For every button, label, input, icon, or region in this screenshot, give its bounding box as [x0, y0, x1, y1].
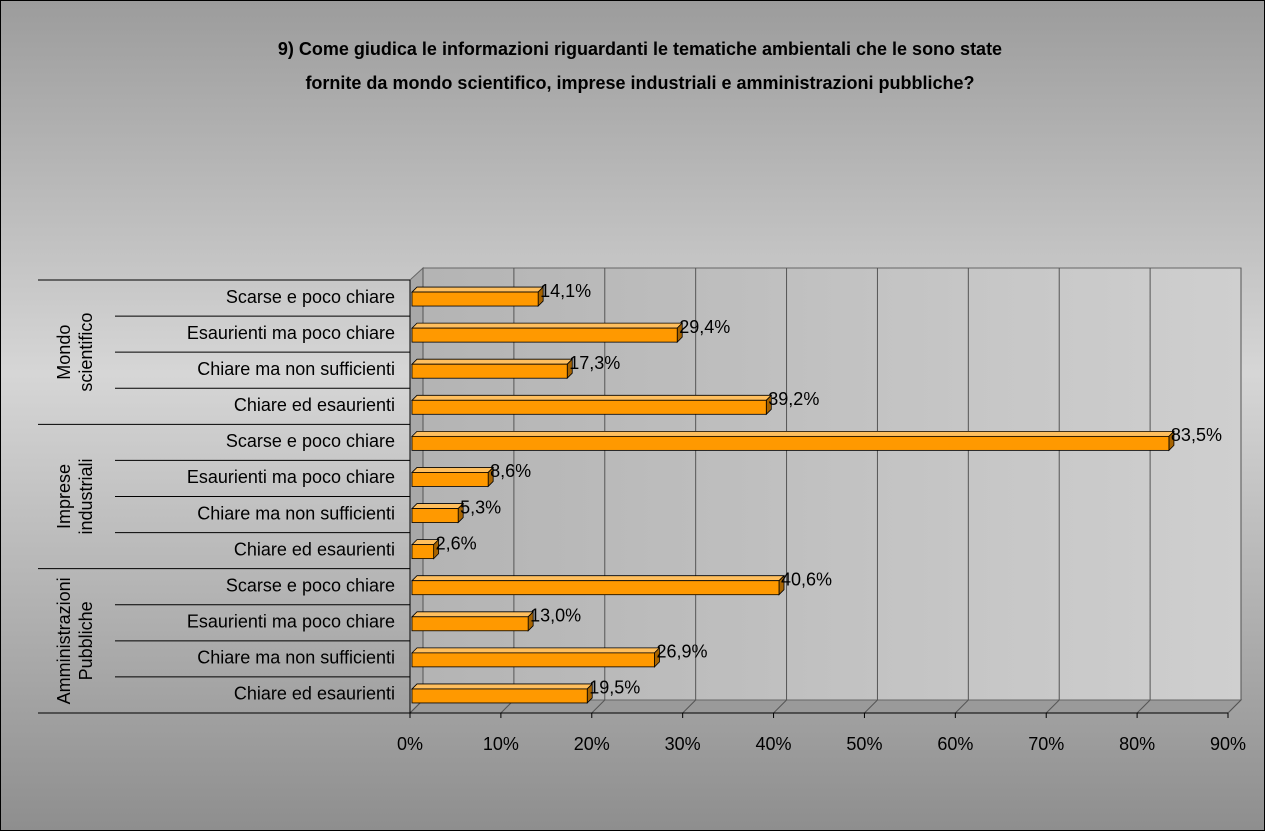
bar — [411, 616, 529, 632]
group-label: Mondo scientifico — [54, 313, 96, 392]
chart-title: fornite da mondo scientifico, imprese in… — [305, 73, 974, 93]
bar — [411, 652, 655, 668]
bar — [411, 399, 767, 415]
y-tick-label: Scarse e poco chiare — [226, 287, 395, 307]
bar — [411, 580, 780, 596]
grid-line — [1045, 699, 1060, 714]
x-tick-label: 0% — [397, 734, 423, 754]
value-label: 8,6% — [490, 461, 531, 481]
y-tick-label: Chiare ma non sufficienti — [197, 359, 395, 379]
group-label: Amministrazioni Pubbliche — [54, 577, 96, 704]
y-tick-label: Scarse e poco chiare — [226, 575, 395, 595]
y-tick-label: Esaurienti ma poco chiare — [187, 612, 395, 632]
bar — [411, 327, 678, 343]
group-label-line: Amministrazioni — [54, 577, 74, 704]
bar-top — [411, 322, 684, 329]
bar — [411, 435, 1170, 451]
bar — [411, 508, 459, 523]
grid-line — [864, 699, 878, 714]
chart-title: 9) Come giudica le informazioni riguarda… — [278, 39, 1002, 59]
bar — [411, 688, 588, 704]
value-label: 29,4% — [679, 317, 730, 337]
bar-top — [411, 394, 773, 401]
bar-top — [411, 358, 574, 365]
value-label: 83,5% — [1171, 425, 1222, 445]
grid-line — [1136, 699, 1151, 714]
grid-line — [591, 699, 606, 714]
bar-top — [411, 575, 785, 582]
group-label-line: Imprese — [54, 464, 74, 529]
bar-top — [411, 611, 535, 618]
value-label: 13,0% — [530, 606, 581, 626]
value-label: 19,5% — [589, 678, 640, 698]
bar-top — [411, 683, 594, 690]
y-tick-label: Chiare ed esaurienti — [234, 539, 395, 559]
x-tick-label: 60% — [937, 734, 973, 754]
y-tick-label: Scarse e poco chiare — [226, 431, 395, 451]
y-tick-label: Chiare ed esaurienti — [234, 395, 395, 415]
x-tick-label: 20% — [574, 734, 610, 754]
group-label-line: Pubbliche — [76, 601, 96, 680]
value-label: 39,2% — [768, 389, 819, 409]
value-label: 5,3% — [460, 497, 501, 517]
bar — [411, 363, 568, 379]
group-label: Imprese industriali — [54, 458, 96, 534]
x-tick-label: 50% — [846, 734, 882, 754]
bar-top — [411, 503, 465, 509]
value-label: 14,1% — [540, 281, 591, 301]
value-label: 2,6% — [436, 533, 477, 553]
grid-line — [954, 699, 969, 714]
bar-top — [411, 430, 1175, 437]
value-label: 17,3% — [569, 353, 620, 373]
grid-line — [1227, 699, 1242, 714]
grid-line — [682, 699, 697, 714]
y-tick-label: Chiare ma non sufficienti — [197, 503, 395, 523]
x-tick-label: 70% — [1028, 734, 1064, 754]
x-tick-label: 40% — [756, 734, 792, 754]
bar — [411, 291, 539, 307]
group-label-line: scientifico — [76, 313, 96, 392]
bar — [411, 544, 435, 560]
y-tick-label: Chiare ed esaurienti — [234, 684, 395, 704]
group-label-line: industriali — [76, 458, 96, 534]
x-tick-label: 80% — [1119, 734, 1155, 754]
x-tick-label: 90% — [1210, 734, 1246, 754]
y-tick-label: Esaurienti ma poco chiare — [187, 467, 395, 487]
x-tick-label: 10% — [483, 734, 519, 754]
x-tick-label: 30% — [665, 734, 701, 754]
bar-top — [411, 467, 495, 473]
bar-top — [411, 286, 545, 293]
y-tick-label: Esaurienti ma poco chiare — [187, 323, 395, 343]
y-tick-label: Chiare ma non sufficienti — [197, 648, 395, 668]
bar-top — [411, 647, 661, 654]
group-label-line: Mondo — [54, 325, 74, 380]
value-label: 40,6% — [781, 569, 832, 589]
value-label: 26,9% — [656, 642, 707, 662]
bar — [411, 472, 489, 487]
grid-line — [773, 699, 787, 714]
